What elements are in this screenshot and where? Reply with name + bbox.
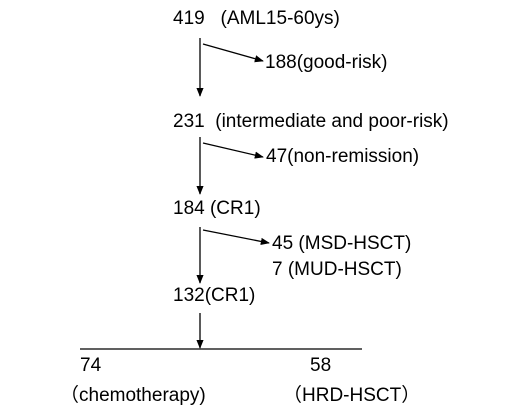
node-label: 74 <box>80 355 102 376</box>
node-label: 7 (MUD-HSCT) <box>272 259 402 280</box>
node-label: 132(CR1) <box>173 285 255 306</box>
node-label: 184 (CR1) <box>173 198 261 219</box>
node-label: 419 (AML15-60ys) <box>173 8 340 29</box>
arrow <box>202 142 264 159</box>
node-label: 58 <box>310 355 331 376</box>
node-label: 45 (MSD-HSCT) <box>272 233 411 254</box>
node-label: 231 (intermediate and poor-risk) <box>173 111 449 132</box>
node-label: 47(non-remission) <box>266 146 419 167</box>
node-label: 188(good-risk) <box>265 52 388 73</box>
arrow <box>202 43 264 63</box>
node-label: （chemotherapy) <box>60 384 206 406</box>
node-label: （HRD-HSCT） <box>283 384 420 406</box>
arrow <box>202 229 270 245</box>
